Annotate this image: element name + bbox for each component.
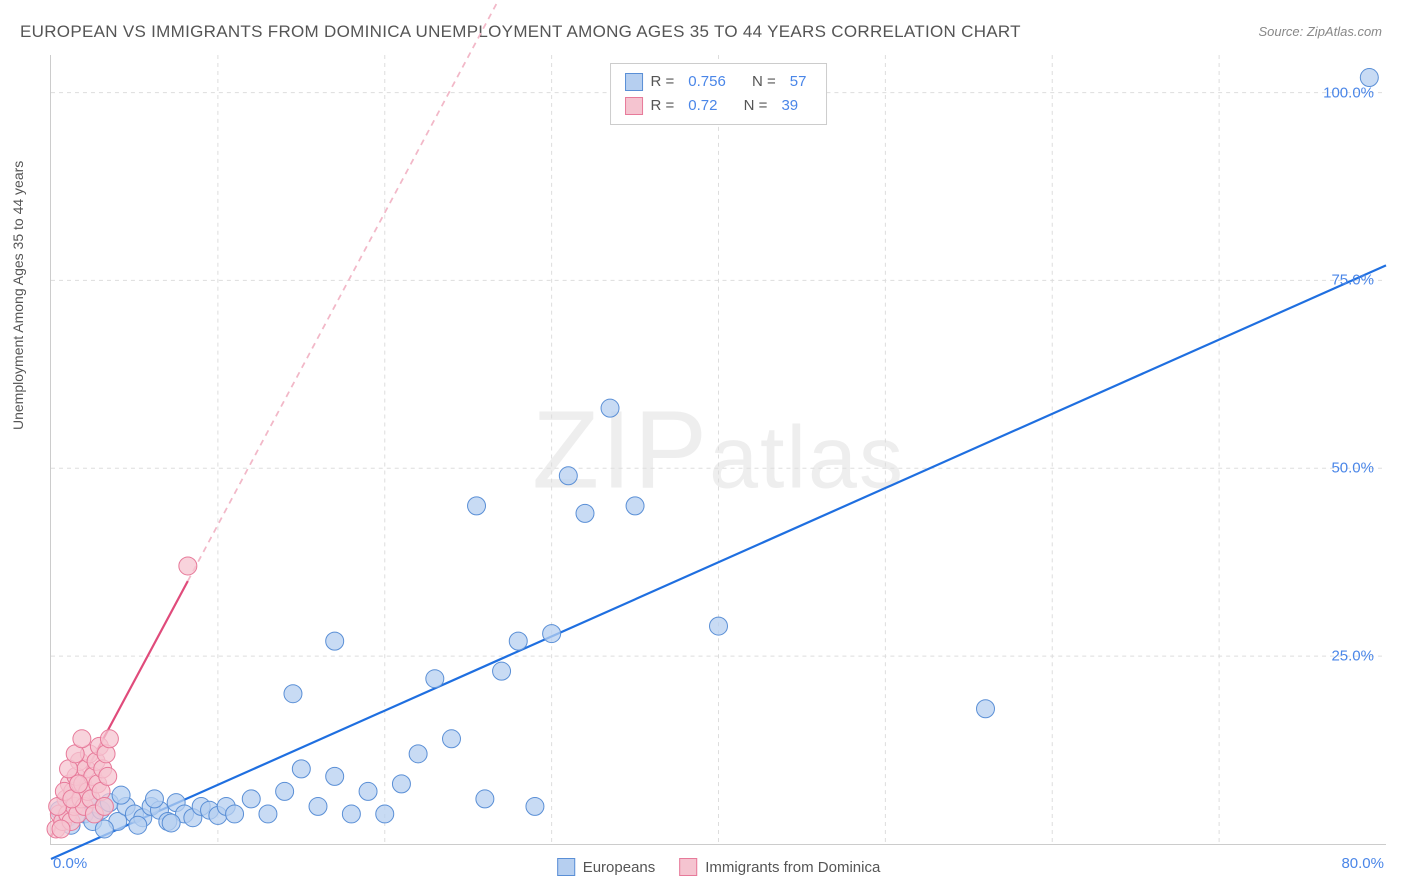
chart-svg (51, 55, 1386, 844)
legend-label-europeans: Europeans (583, 859, 656, 876)
r-value-europeans: 0.756 (688, 70, 726, 94)
r-label: R = (651, 94, 675, 118)
swatch-pink (625, 97, 643, 115)
series-legend: Europeans Immigrants from Dominica (557, 858, 881, 876)
source-attribution: Source: ZipAtlas.com (1258, 24, 1382, 39)
y-tick: 25.0% (1331, 648, 1374, 665)
n-label: N = (752, 70, 776, 94)
legend-row-dominica: R = 0.72 N = 39 (625, 94, 813, 118)
swatch-pink (679, 858, 697, 876)
legend-row-europeans: R = 0.756 N = 57 (625, 70, 813, 94)
y-axis-label: Unemployment Among Ages 35 to 44 years (10, 161, 26, 430)
n-value-dominica: 39 (781, 94, 798, 118)
correlation-legend: R = 0.756 N = 57 R = 0.72 N = 39 (610, 63, 828, 125)
y-tick: 100.0% (1323, 84, 1374, 101)
y-tick: 75.0% (1331, 272, 1374, 289)
r-value-dominica: 0.72 (688, 94, 717, 118)
legend-item-europeans: Europeans (557, 858, 656, 876)
r-label: R = (651, 70, 675, 94)
y-tick: 50.0% (1331, 460, 1374, 477)
x-tick: 0.0% (53, 855, 87, 872)
legend-label-dominica: Immigrants from Dominica (705, 859, 880, 876)
swatch-blue (625, 73, 643, 91)
legend-item-dominica: Immigrants from Dominica (679, 858, 880, 876)
chart-title: EUROPEAN VS IMMIGRANTS FROM DOMINICA UNE… (20, 22, 1021, 42)
x-tick: 80.0% (1341, 855, 1384, 872)
plot-area: ZIPatlas R = 0.756 N = 57 R = 0.72 N = 3… (50, 55, 1386, 845)
n-value-europeans: 57 (790, 70, 807, 94)
n-label: N = (744, 94, 768, 118)
swatch-blue (557, 858, 575, 876)
